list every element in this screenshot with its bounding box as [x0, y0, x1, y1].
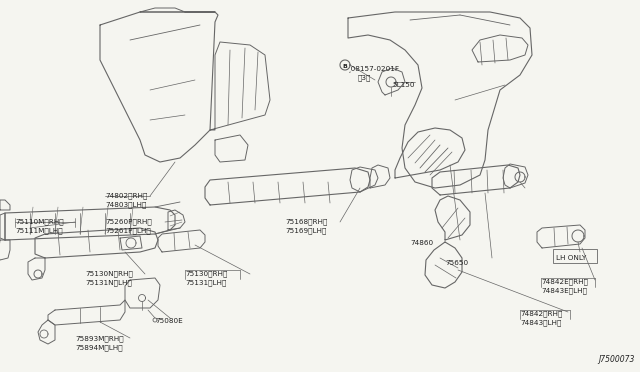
- Text: 75261P（LH）: 75261P（LH）: [105, 227, 151, 234]
- Text: B: B: [342, 64, 348, 68]
- Text: 75893M（RH）: 75893M（RH）: [75, 335, 124, 341]
- Text: LH ONLY: LH ONLY: [556, 255, 586, 261]
- Text: 75130N（RH）: 75130N（RH）: [85, 270, 133, 277]
- Text: 75894M（LH）: 75894M（LH）: [75, 344, 123, 350]
- Text: 74802（RH）: 74802（RH）: [105, 192, 147, 199]
- Text: 75111M（LH）: 75111M（LH）: [15, 227, 63, 234]
- Text: 74803（LH）: 74803（LH）: [105, 201, 147, 208]
- Text: 75168（RH）: 75168（RH）: [285, 218, 328, 225]
- Text: 75131（LH）: 75131（LH）: [185, 279, 227, 286]
- Text: 75131N（LH）: 75131N（LH）: [85, 279, 132, 286]
- Text: 75650: 75650: [445, 260, 468, 266]
- Text: 75260P（RH）: 75260P（RH）: [105, 218, 152, 225]
- Text: 75130（RH）: 75130（RH）: [185, 270, 227, 277]
- Text: 74843（LH）: 74843（LH）: [520, 319, 561, 326]
- Text: 5L150: 5L150: [392, 82, 415, 88]
- Text: （3）: （3）: [358, 74, 371, 81]
- Text: 74842E（RH）: 74842E（RH）: [541, 278, 588, 285]
- Text: 75110M（RH）: 75110M（RH）: [15, 218, 63, 225]
- Text: 74842（RH）: 74842（RH）: [520, 310, 563, 317]
- Text: 74843E（LH）: 74843E（LH）: [541, 287, 587, 294]
- Text: 75080E: 75080E: [155, 318, 183, 324]
- Text: 75169（LH）: 75169（LH）: [285, 227, 326, 234]
- Text: ¸08157-0201F: ¸08157-0201F: [348, 65, 400, 72]
- Text: 74860: 74860: [410, 240, 433, 246]
- Text: J7500073: J7500073: [598, 355, 635, 364]
